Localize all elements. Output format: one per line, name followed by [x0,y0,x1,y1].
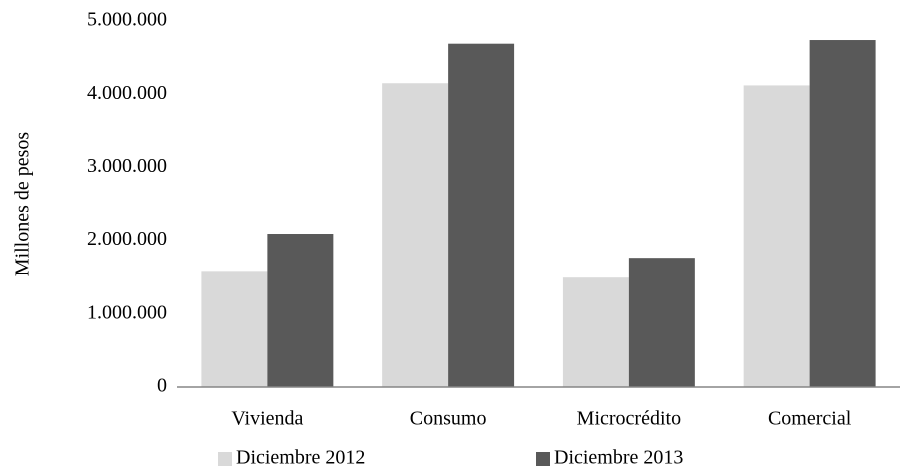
y-tick-label: 1.000.000 [87,301,167,323]
y-tick-label: 5.000.000 [87,9,167,31]
bar [743,85,810,387]
bar [267,234,334,387]
bar [448,43,515,387]
y-axis-title: Millones de pesos [12,132,34,277]
legend-swatch [536,452,550,466]
bar [382,83,449,387]
x-tick-label: Comercial [768,408,852,430]
bar [628,258,695,387]
x-tick-label: Consumo [410,408,487,430]
legend-label: Diciembre 2013 [554,447,683,469]
bar [809,40,876,387]
x-tick-label: Vivienda [231,408,303,430]
legend-label: Diciembre 2012 [236,447,365,469]
legend-swatch [218,452,232,466]
y-tick-label: 2.000.000 [87,228,167,250]
bar [562,277,629,387]
y-tick-label: 4.000.000 [87,82,167,104]
x-tick-label: Microcrédito [577,408,681,430]
y-tick-label: 0 [157,375,167,397]
y-tick-label: 3.000.000 [87,155,167,177]
bar [201,271,268,387]
